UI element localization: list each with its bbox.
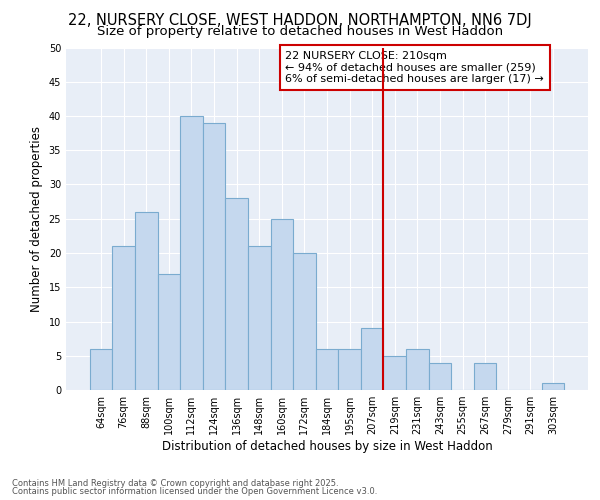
Text: 22 NURSERY CLOSE: 210sqm
← 94% of detached houses are smaller (259)
6% of semi-d: 22 NURSERY CLOSE: 210sqm ← 94% of detach… (285, 51, 544, 84)
Bar (428, 362, 451, 390)
Bar (383, 356, 406, 390)
Bar (180, 116, 203, 390)
Bar (203, 123, 226, 390)
Bar (135, 212, 158, 390)
Y-axis label: Number of detached properties: Number of detached properties (30, 126, 43, 312)
Bar (226, 198, 248, 390)
Text: Contains public sector information licensed under the Open Government Licence v3: Contains public sector information licen… (12, 487, 377, 496)
Bar (338, 349, 361, 390)
Bar (316, 349, 338, 390)
Text: Contains HM Land Registry data © Crown copyright and database right 2025.: Contains HM Land Registry data © Crown c… (12, 478, 338, 488)
Bar (293, 253, 316, 390)
Bar (542, 383, 564, 390)
Bar (248, 246, 271, 390)
Text: Size of property relative to detached houses in West Haddon: Size of property relative to detached ho… (97, 25, 503, 38)
Bar (158, 274, 180, 390)
Text: 22, NURSERY CLOSE, WEST HADDON, NORTHAMPTON, NN6 7DJ: 22, NURSERY CLOSE, WEST HADDON, NORTHAMP… (68, 12, 532, 28)
Bar (406, 349, 428, 390)
Bar (271, 219, 293, 390)
Bar (90, 349, 112, 390)
Bar (361, 328, 383, 390)
Bar (474, 362, 496, 390)
X-axis label: Distribution of detached houses by size in West Haddon: Distribution of detached houses by size … (161, 440, 493, 453)
Bar (112, 246, 135, 390)
